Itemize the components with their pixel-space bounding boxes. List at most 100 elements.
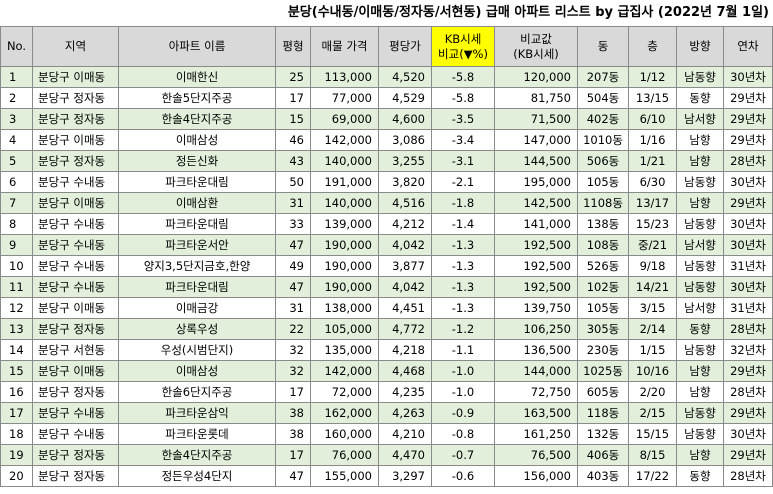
cell-region[interactable]: 분당구 수내동 — [32, 276, 119, 298]
cell-floor[interactable]: 중/21 — [628, 234, 677, 256]
header-price-per-pyeong[interactable]: 평당가 — [378, 26, 432, 67]
cell-size[interactable]: 17 — [275, 87, 311, 109]
cell-region[interactable]: 분당구 이매동 — [32, 66, 119, 88]
cell-kb-value[interactable]: 72,750 — [494, 381, 578, 403]
cell-dong[interactable]: 305동 — [577, 318, 629, 340]
cell-price[interactable]: 155,000 — [310, 465, 379, 487]
cell-price[interactable]: 160,000 — [310, 423, 379, 445]
cell-no[interactable]: 15 — [0, 360, 33, 382]
cell-dong[interactable]: 108동 — [577, 234, 629, 256]
cell-age[interactable]: 30년차 — [723, 234, 773, 256]
cell-floor[interactable]: 6/30 — [628, 171, 677, 193]
cell-direction[interactable]: 남향 — [676, 360, 724, 382]
cell-price[interactable]: 135,000 — [310, 339, 379, 361]
cell-price[interactable]: 105,000 — [310, 318, 379, 340]
cell-price[interactable]: 191,000 — [310, 171, 379, 193]
cell-dong[interactable]: 403동 — [577, 465, 629, 487]
cell-age[interactable]: 30년차 — [723, 171, 773, 193]
cell-floor[interactable]: 1/12 — [628, 66, 677, 88]
cell-dong[interactable]: 504동 — [577, 87, 629, 109]
cell-kb-compare[interactable]: -5.8 — [431, 66, 495, 88]
cell-kb-compare[interactable]: -1.1 — [431, 339, 495, 361]
cell-price[interactable]: 142,000 — [310, 360, 379, 382]
cell-price[interactable]: 76,000 — [310, 444, 379, 466]
header-kb-value[interactable]: 비교값 (KB시세) — [494, 26, 578, 67]
cell-kb-compare[interactable]: -0.7 — [431, 444, 495, 466]
cell-no[interactable]: 12 — [0, 297, 33, 319]
cell-region[interactable]: 분당구 정자동 — [32, 150, 119, 172]
cell-floor[interactable]: 15/23 — [628, 213, 677, 235]
cell-age[interactable]: 29년차 — [723, 444, 773, 466]
cell-region[interactable]: 분당구 정자동 — [32, 318, 119, 340]
cell-no[interactable]: 3 — [0, 108, 33, 130]
cell-price-per-pyeong[interactable]: 4,529 — [378, 87, 432, 109]
cell-no[interactable]: 7 — [0, 192, 33, 214]
cell-no[interactable]: 8 — [0, 213, 33, 235]
cell-kb-compare[interactable]: -3.1 — [431, 150, 495, 172]
cell-kb-compare[interactable]: -1.2 — [431, 318, 495, 340]
header-age[interactable]: 연차 — [723, 26, 773, 67]
cell-price[interactable]: 140,000 — [310, 192, 379, 214]
cell-region[interactable]: 분당구 정자동 — [32, 108, 119, 130]
cell-price[interactable]: 190,000 — [310, 255, 379, 277]
cell-kb-compare[interactable]: -1.3 — [431, 297, 495, 319]
cell-kb-compare[interactable]: -1.0 — [431, 381, 495, 403]
cell-no[interactable]: 20 — [0, 465, 33, 487]
cell-kb-compare[interactable]: -0.9 — [431, 402, 495, 424]
cell-region[interactable]: 분당구 수내동 — [32, 213, 119, 235]
cell-direction[interactable]: 남향 — [676, 444, 724, 466]
cell-price[interactable]: 138,000 — [310, 297, 379, 319]
cell-region[interactable]: 분당구 수내동 — [32, 255, 119, 277]
cell-no[interactable]: 1 — [0, 66, 33, 88]
cell-price-per-pyeong[interactable]: 4,218 — [378, 339, 432, 361]
cell-floor[interactable]: 13/15 — [628, 87, 677, 109]
cell-dong[interactable]: 506동 — [577, 150, 629, 172]
cell-region[interactable]: 분당구 정자동 — [32, 381, 119, 403]
cell-region[interactable]: 분당구 이매동 — [32, 192, 119, 214]
cell-kb-compare[interactable]: -2.1 — [431, 171, 495, 193]
cell-price-per-pyeong[interactable]: 3,877 — [378, 255, 432, 277]
cell-floor[interactable]: 6/10 — [628, 108, 677, 130]
cell-floor[interactable]: 1/15 — [628, 339, 677, 361]
cell-region[interactable]: 분당구 이매동 — [32, 129, 119, 151]
cell-price-per-pyeong[interactable]: 4,470 — [378, 444, 432, 466]
cell-dong[interactable]: 118동 — [577, 402, 629, 424]
cell-dong[interactable]: 1010동 — [577, 129, 629, 151]
cell-direction[interactable]: 남향 — [676, 129, 724, 151]
cell-kb-value[interactable]: 156,000 — [494, 465, 578, 487]
cell-no[interactable]: 10 — [0, 255, 33, 277]
cell-price-per-pyeong[interactable]: 3,086 — [378, 129, 432, 151]
cell-region[interactable]: 분당구 이매동 — [32, 297, 119, 319]
cell-direction[interactable]: 동향 — [676, 318, 724, 340]
cell-price-per-pyeong[interactable]: 4,520 — [378, 66, 432, 88]
cell-dong[interactable]: 1108동 — [577, 192, 629, 214]
cell-kb-compare[interactable]: -0.6 — [431, 465, 495, 487]
cell-price[interactable]: 162,000 — [310, 402, 379, 424]
cell-age[interactable]: 32년차 — [723, 339, 773, 361]
header-floor[interactable]: 층 — [628, 26, 677, 67]
cell-no[interactable]: 19 — [0, 444, 33, 466]
cell-kb-value[interactable]: 106,250 — [494, 318, 578, 340]
cell-dong[interactable]: 406동 — [577, 444, 629, 466]
cell-apt-name[interactable]: 파크타운삼익 — [118, 402, 276, 424]
cell-size[interactable]: 46 — [275, 129, 311, 151]
cell-direction[interactable]: 남서향 — [676, 234, 724, 256]
cell-floor[interactable]: 2/15 — [628, 402, 677, 424]
cell-no[interactable]: 9 — [0, 234, 33, 256]
cell-age[interactable]: 30년차 — [723, 423, 773, 445]
cell-region[interactable]: 분당구 정자동 — [32, 87, 119, 109]
cell-age[interactable]: 30년차 — [723, 276, 773, 298]
cell-kb-compare[interactable]: -1.3 — [431, 276, 495, 298]
cell-size[interactable]: 49 — [275, 255, 311, 277]
cell-apt-name[interactable]: 양지3,5단지금호,한양 — [118, 255, 276, 277]
cell-apt-name[interactable]: 이매삼성 — [118, 129, 276, 151]
cell-price[interactable]: 113,000 — [310, 66, 379, 88]
cell-region[interactable]: 분당구 이매동 — [32, 360, 119, 382]
cell-kb-value[interactable]: 144,500 — [494, 150, 578, 172]
cell-age[interactable]: 31년차 — [723, 297, 773, 319]
cell-kb-value[interactable]: 144,000 — [494, 360, 578, 382]
cell-apt-name[interactable]: 파크타운롯데 — [118, 423, 276, 445]
cell-kb-value[interactable]: 141,000 — [494, 213, 578, 235]
header-size[interactable]: 평형 — [275, 26, 311, 67]
cell-kb-compare[interactable]: -1.0 — [431, 360, 495, 382]
